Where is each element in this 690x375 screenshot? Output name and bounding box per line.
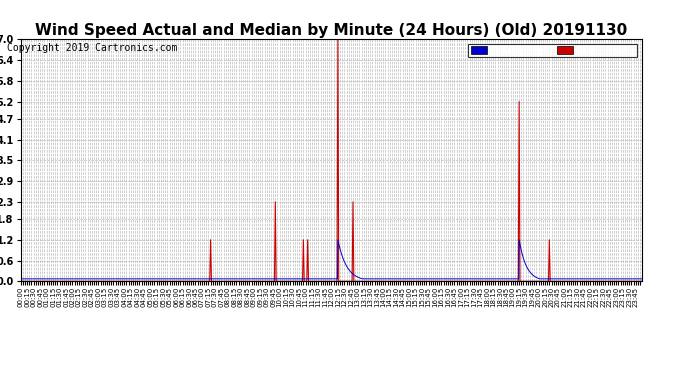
Legend: Median (mph), Wind  (mph): Median (mph), Wind (mph) (469, 44, 637, 57)
Title: Wind Speed Actual and Median by Minute (24 Hours) (Old) 20191130: Wind Speed Actual and Median by Minute (… (35, 23, 627, 38)
Text: Copyright 2019 Cartronics.com: Copyright 2019 Cartronics.com (7, 43, 177, 52)
